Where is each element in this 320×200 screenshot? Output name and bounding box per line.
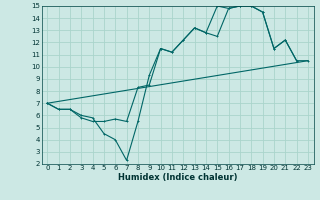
X-axis label: Humidex (Indice chaleur): Humidex (Indice chaleur) — [118, 173, 237, 182]
